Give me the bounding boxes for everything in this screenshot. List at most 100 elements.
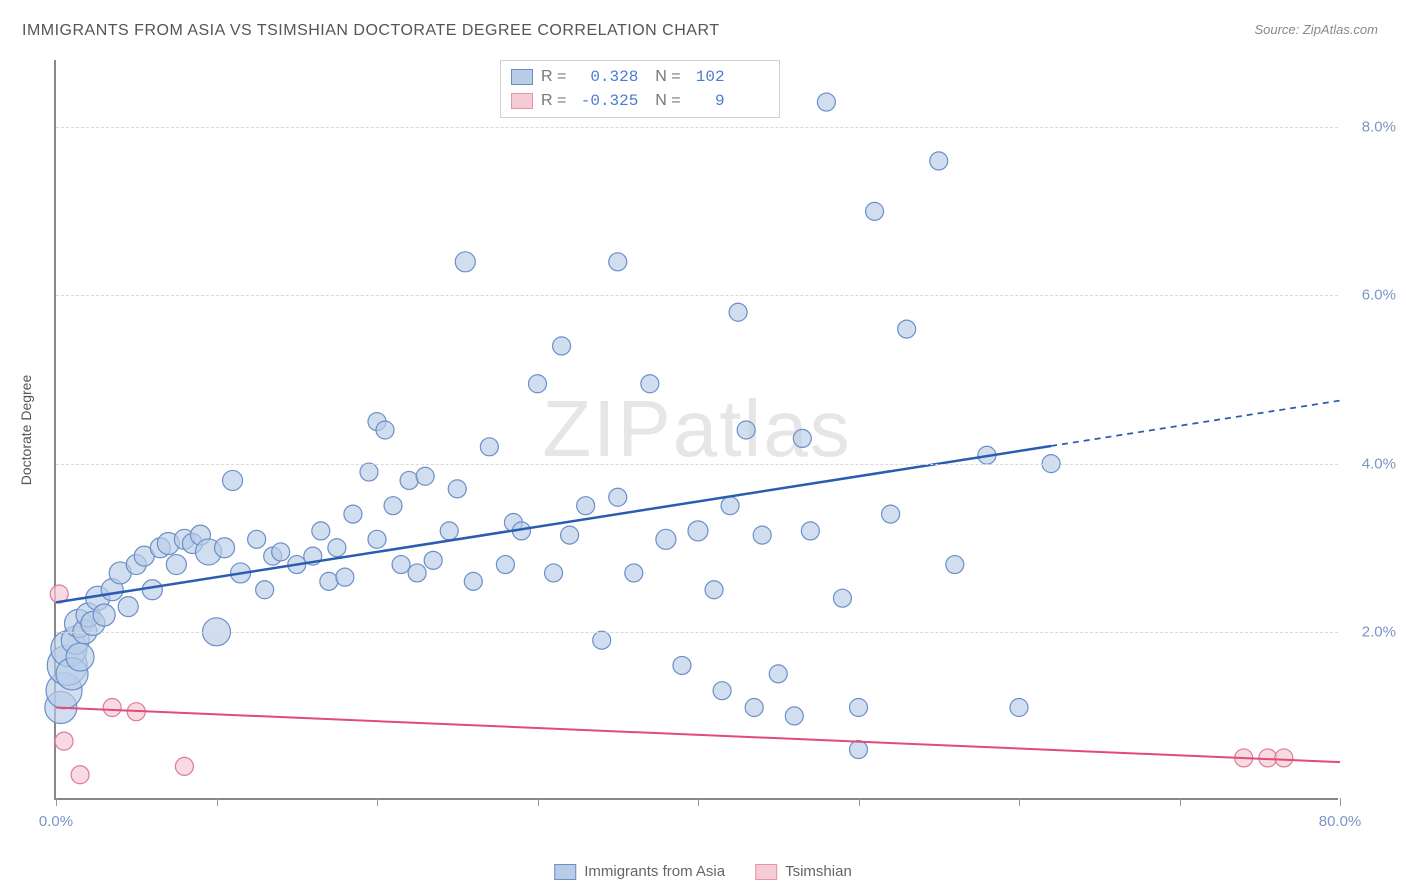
data-point (705, 581, 723, 599)
legend-r-label: R = (541, 65, 566, 89)
data-point (223, 470, 243, 490)
swatch-pink (755, 864, 777, 880)
x-tick-label: 80.0% (1319, 813, 1362, 830)
trend-line-extrapolated (1051, 401, 1340, 446)
data-point (753, 526, 771, 544)
data-point (392, 556, 410, 574)
x-tick (377, 798, 378, 806)
data-point (641, 375, 659, 393)
data-point (1275, 749, 1293, 767)
data-point (360, 463, 378, 481)
swatch-pink (511, 93, 533, 109)
legend-row-tsimshian: R = -0.325 N = 9 (511, 89, 767, 113)
data-point (833, 589, 851, 607)
gridline (56, 295, 1338, 296)
data-point (729, 303, 747, 321)
data-point (1010, 699, 1028, 717)
bottom-legend-asia-label: Immigrants from Asia (584, 863, 725, 880)
x-tick (1019, 798, 1020, 806)
bottom-legend-asia: Immigrants from Asia (554, 863, 725, 880)
data-point (328, 539, 346, 557)
y-tick-label: 4.0% (1362, 455, 1396, 472)
data-point (656, 529, 676, 549)
data-point (713, 682, 731, 700)
data-point (609, 488, 627, 506)
chart-title: IMMIGRANTS FROM ASIA VS TSIMSHIAN DOCTOR… (22, 22, 720, 40)
data-point (769, 665, 787, 683)
source-attribution: Source: ZipAtlas.com (1254, 22, 1378, 37)
data-point (721, 497, 739, 515)
legend-row-asia: R = 0.328 N = 102 (511, 65, 767, 89)
source-label: Source: (1254, 22, 1302, 37)
data-point (553, 337, 571, 355)
data-point (480, 438, 498, 456)
data-point (455, 252, 475, 272)
x-tick (1340, 798, 1341, 806)
data-point (312, 522, 330, 540)
data-point (376, 421, 394, 439)
data-point (673, 656, 691, 674)
data-point (561, 526, 579, 544)
data-point (801, 522, 819, 540)
data-point (55, 732, 73, 750)
data-point (215, 538, 235, 558)
plot-area: ZIPatlas 2.0%4.0%6.0%8.0%0.0%80.0% (54, 60, 1338, 800)
x-tick (538, 798, 539, 806)
legend-r-label: R = (541, 89, 566, 113)
data-point (384, 497, 402, 515)
y-axis-label: Doctorate Degree (18, 375, 34, 486)
data-point (464, 572, 482, 590)
y-tick-label: 8.0% (1362, 119, 1396, 136)
data-point (71, 766, 89, 784)
data-point (817, 93, 835, 111)
data-point (688, 521, 708, 541)
y-tick-label: 6.0% (1362, 287, 1396, 304)
swatch-blue (554, 864, 576, 880)
gridline (56, 632, 1338, 633)
x-tick (217, 798, 218, 806)
data-point (408, 564, 426, 582)
legend-n-label: N = (646, 65, 680, 89)
trend-line (56, 708, 1340, 763)
data-point (256, 581, 274, 599)
data-point (400, 471, 418, 489)
y-tick-label: 2.0% (1362, 623, 1396, 640)
data-point (248, 530, 266, 548)
data-point (103, 699, 121, 717)
data-point (898, 320, 916, 338)
data-point (625, 564, 643, 582)
x-tick (1180, 798, 1181, 806)
x-tick (56, 798, 57, 806)
bottom-legend-tsimshian: Tsimshian (755, 863, 852, 880)
gridline (56, 464, 1338, 465)
data-point (930, 152, 948, 170)
data-point (737, 421, 755, 439)
chart-svg (56, 60, 1338, 798)
data-point (336, 568, 354, 586)
data-point (66, 643, 94, 671)
data-point (118, 597, 138, 617)
data-point (440, 522, 458, 540)
legend-n-label: N = (646, 89, 680, 113)
data-point (368, 530, 386, 548)
source-value: ZipAtlas.com (1303, 22, 1378, 37)
x-tick (859, 798, 860, 806)
x-tick (698, 798, 699, 806)
data-point (496, 556, 514, 574)
legend-n-asia: 102 (689, 65, 725, 89)
data-point (416, 467, 434, 485)
gridline (56, 127, 1338, 128)
data-point (93, 604, 115, 626)
data-point (529, 375, 547, 393)
data-point (850, 741, 868, 759)
data-point (272, 543, 290, 561)
data-point (609, 253, 627, 271)
bottom-legend-tsimshian-label: Tsimshian (785, 863, 852, 880)
bottom-legend: Immigrants from Asia Tsimshian (554, 863, 852, 880)
data-point (882, 505, 900, 523)
data-point (785, 707, 803, 725)
legend-r-tsimshian: -0.325 (574, 89, 638, 113)
x-tick-label: 0.0% (39, 813, 73, 830)
legend-r-asia: 0.328 (574, 65, 638, 89)
data-point (745, 699, 763, 717)
